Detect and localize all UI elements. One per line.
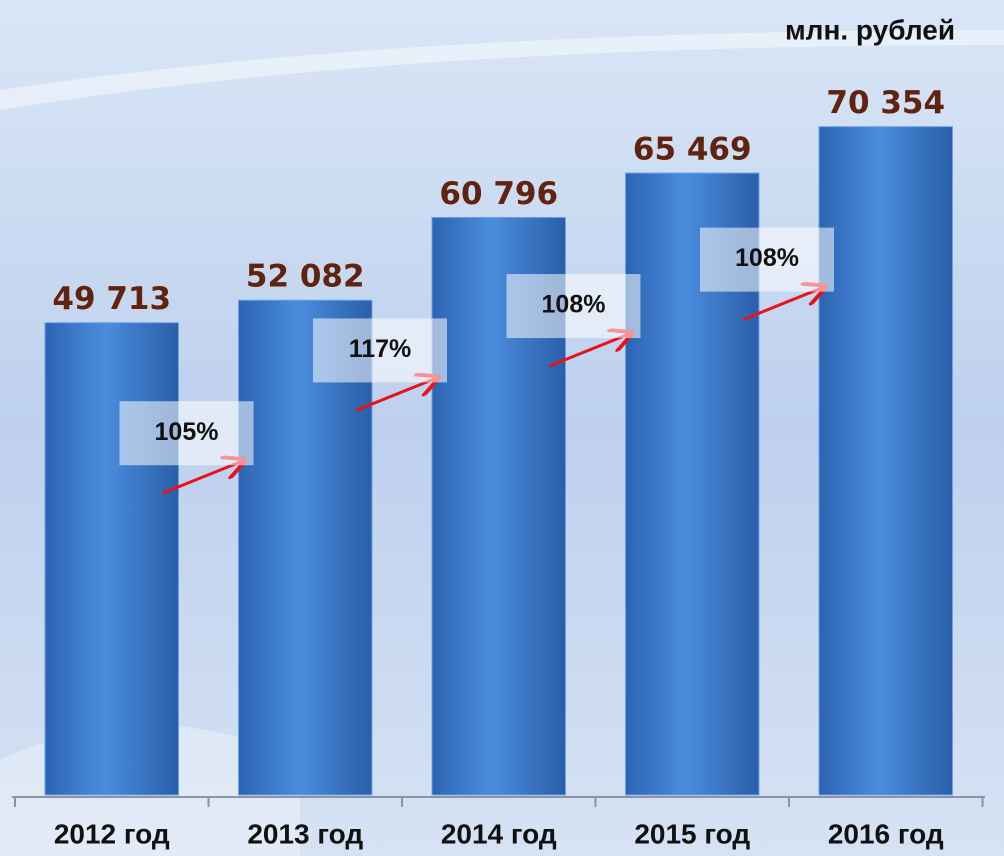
value-label: 60 796 bbox=[439, 176, 558, 212]
x-tick-label: 2016 год bbox=[828, 818, 944, 849]
bar bbox=[237, 299, 373, 796]
value-label: 70 354 bbox=[826, 85, 945, 121]
annotation: 117% bbox=[349, 335, 412, 363]
annotation-box bbox=[506, 274, 641, 339]
annotation-box bbox=[119, 401, 254, 466]
value-label: 65 469 bbox=[633, 132, 752, 168]
value-label: 52 082 bbox=[246, 259, 365, 295]
x-tick-label: 2012 год bbox=[54, 818, 170, 849]
x-tick-label: 2015 год bbox=[634, 818, 750, 849]
growth-arrow bbox=[742, 287, 825, 322]
x-tick-label: 2013 год bbox=[247, 818, 363, 849]
unit-label: млн. рублей bbox=[785, 14, 955, 45]
annotation-box bbox=[313, 318, 447, 383]
bar bbox=[44, 322, 180, 796]
annotation-box bbox=[700, 227, 834, 292]
x-tick-label: 2014 год bbox=[441, 818, 557, 849]
growth-arrow bbox=[548, 333, 632, 368]
value-label: 49 713 bbox=[52, 281, 171, 317]
growth-arrow bbox=[355, 377, 438, 412]
annotation: 105% bbox=[155, 418, 219, 446]
growth-arrow bbox=[161, 460, 245, 495]
swoosh bbox=[0, 30, 1004, 110]
annotation: 108% bbox=[735, 244, 799, 272]
annotation: 108% bbox=[542, 291, 606, 319]
bar bbox=[818, 126, 954, 796]
